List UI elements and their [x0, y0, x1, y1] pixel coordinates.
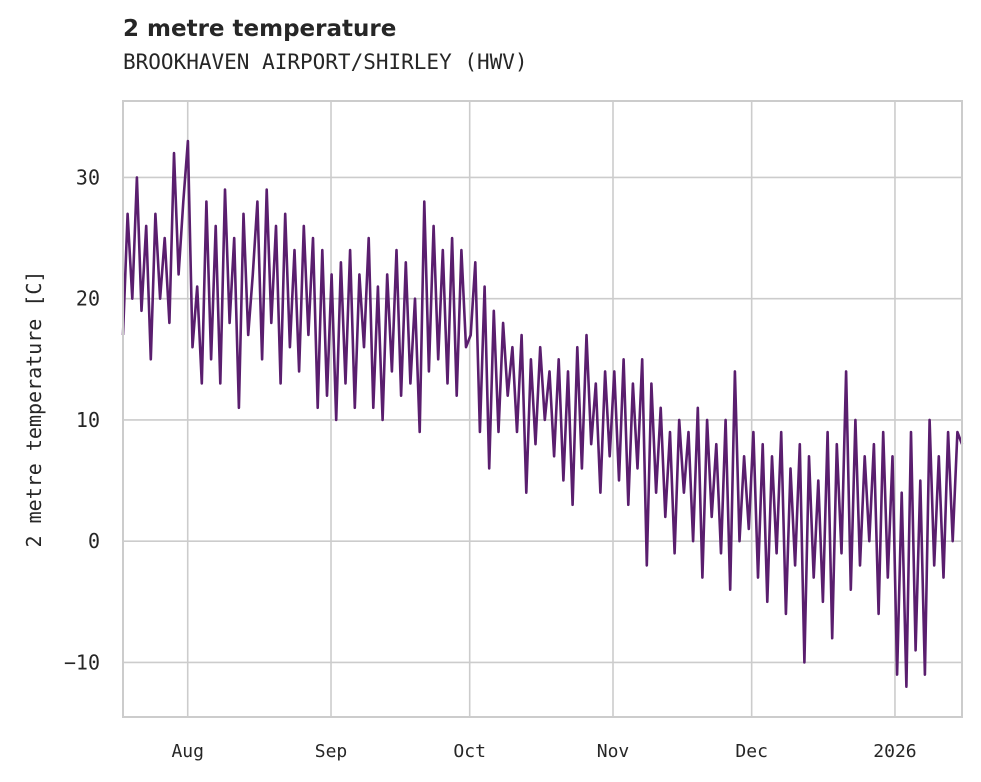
- y-tick-label: 0: [88, 529, 100, 553]
- plot-frame: [122, 100, 963, 718]
- y-axis-label: 2 metre temperature [C]: [22, 271, 46, 548]
- x-tick-label: Sep: [315, 741, 348, 762]
- x-tick-label: 2026: [873, 741, 916, 762]
- chart-subtitle: BROOKHAVEN AIRPORT/SHIRLEY (HWV): [123, 50, 528, 74]
- y-tick-label: 10: [76, 408, 100, 432]
- y-tick-label: 30: [76, 165, 100, 189]
- y-tick-label: 20: [76, 287, 100, 311]
- x-tick-label: Oct: [453, 741, 486, 762]
- temperature-series-line: [121, 139, 964, 688]
- x-tick-label: Dec: [735, 741, 768, 762]
- x-tick-label: Nov: [597, 741, 630, 762]
- y-tick-label: −10: [64, 650, 100, 674]
- chart-title: 2 metre temperature: [123, 16, 397, 42]
- x-tick-label: Aug: [171, 741, 204, 762]
